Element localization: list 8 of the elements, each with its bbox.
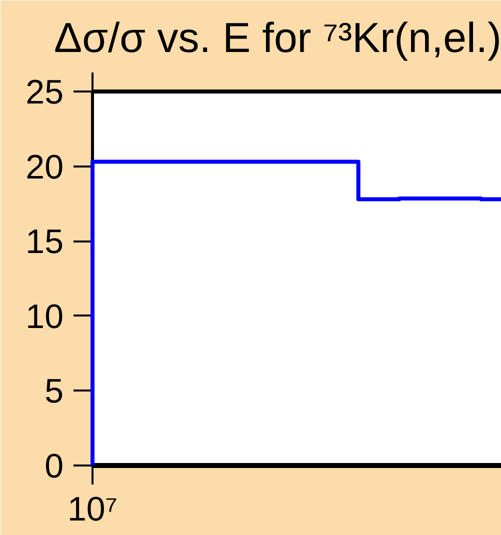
y-tick-label: 15 xyxy=(26,223,64,262)
y-tick-label: 10 xyxy=(26,298,64,336)
chart-title: Δσ/σ vs. E for ⁷³Kr(n,el.) xyxy=(54,14,501,61)
y-tick-label: 5 xyxy=(44,372,64,411)
x-tick-label: 10⁷ xyxy=(67,490,118,528)
y-tick-label: 0 xyxy=(44,448,64,486)
y-tick-label: 20 xyxy=(26,148,64,186)
y-tick-label: 25 xyxy=(26,74,64,112)
